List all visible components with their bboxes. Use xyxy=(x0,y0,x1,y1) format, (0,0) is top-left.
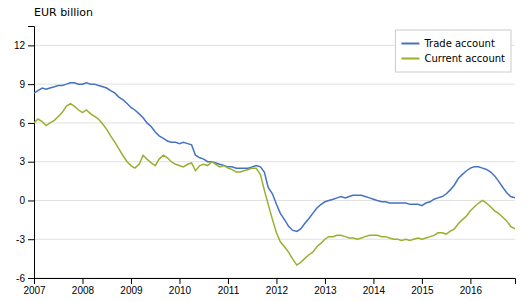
y-axis-line xyxy=(28,27,35,279)
x-tick-label: 2011 xyxy=(218,285,240,296)
grid-line xyxy=(34,122,515,123)
y-tick-mark xyxy=(28,239,34,240)
x-tick-mark xyxy=(34,278,35,284)
y-axis: -6 -3 0 3 6 9 12 xyxy=(14,27,35,284)
x-tick-label: 2009 xyxy=(120,285,143,296)
lines xyxy=(34,83,515,265)
y-tick: -3 xyxy=(16,234,34,245)
series-line xyxy=(34,104,515,266)
x-tick: 2011 xyxy=(218,278,240,296)
x-tick: 2012 xyxy=(266,278,289,296)
title: EUR billion xyxy=(34,6,93,19)
x-tick: 2015 xyxy=(411,278,434,296)
x-tick: 2009 xyxy=(120,278,143,296)
y-tick-label: -6 xyxy=(16,273,25,284)
y-tick-mark xyxy=(28,84,34,85)
x-tick: 2014 xyxy=(363,278,386,296)
x-tick-label: 2007 xyxy=(23,285,46,296)
x-axis-line xyxy=(35,279,516,285)
x-tick-mark xyxy=(276,278,277,284)
y-tick-mark xyxy=(28,162,34,163)
series-line xyxy=(34,83,515,232)
y-tick: 12 xyxy=(14,40,34,51)
chart: -6-3036912200720082009201020112012201320… xyxy=(0,0,529,302)
y-tick-label: 3 xyxy=(19,156,25,167)
x-tick-label: 2016 xyxy=(460,285,483,296)
x-tick-label: 2013 xyxy=(314,285,337,296)
grid-line xyxy=(34,161,515,162)
x-tick-mark xyxy=(131,278,132,284)
x-tick-label: 2014 xyxy=(363,285,386,296)
x-tick-mark xyxy=(422,278,423,284)
y-tick-mark xyxy=(28,45,34,46)
x-tick: 2013 xyxy=(314,278,337,296)
y-tick: 6 xyxy=(19,118,34,129)
x-tick: 2016 xyxy=(460,278,483,296)
x-tick-mark xyxy=(179,278,180,284)
y-tick: -6 xyxy=(16,273,34,284)
x-tick-mark xyxy=(325,278,326,284)
y-tick: 0 xyxy=(19,195,34,206)
y-tick-mark xyxy=(28,200,34,201)
y-tick-label: 6 xyxy=(19,118,25,129)
x-tick-mark xyxy=(82,278,83,284)
x-tick-mark xyxy=(373,278,374,284)
legend-label: Trade account xyxy=(423,38,494,49)
y-tick-label: -3 xyxy=(16,234,25,245)
x-tick-label: 2010 xyxy=(169,285,192,296)
y-tick-mark xyxy=(28,278,34,279)
x-tick-mark xyxy=(228,278,229,284)
x-axis: 2007 2008 2009 2010 2011 2012 2013 2014 2015 2016 xyxy=(23,278,515,296)
plot: -6-3036912200720082009201020112012201320… xyxy=(14,27,516,297)
legend-box xyxy=(395,30,511,72)
grid xyxy=(34,45,515,278)
legend-label: Current account xyxy=(424,53,505,64)
y-tick-label: 12 xyxy=(14,40,26,51)
y-tick-label: 0 xyxy=(19,195,25,206)
legend-swatch xyxy=(401,58,419,60)
legend: Trade account Current account xyxy=(395,30,511,72)
x-tick: 2010 xyxy=(169,278,192,296)
x-tick-mark xyxy=(470,278,471,284)
grid-line xyxy=(34,239,515,240)
x-tick-label: 2015 xyxy=(411,285,434,296)
y-tick: 3 xyxy=(19,156,34,167)
x-tick: 2007 xyxy=(23,278,46,296)
x-tick-label: 2012 xyxy=(266,285,289,296)
x-tick: 2008 xyxy=(72,278,95,296)
y-tick-mark xyxy=(28,123,34,124)
y-tick-label: 9 xyxy=(19,79,25,90)
grid-line xyxy=(34,84,515,85)
y-tick: 9 xyxy=(19,79,34,90)
x-tick-label: 2008 xyxy=(72,285,95,296)
legend-swatch xyxy=(401,43,419,45)
